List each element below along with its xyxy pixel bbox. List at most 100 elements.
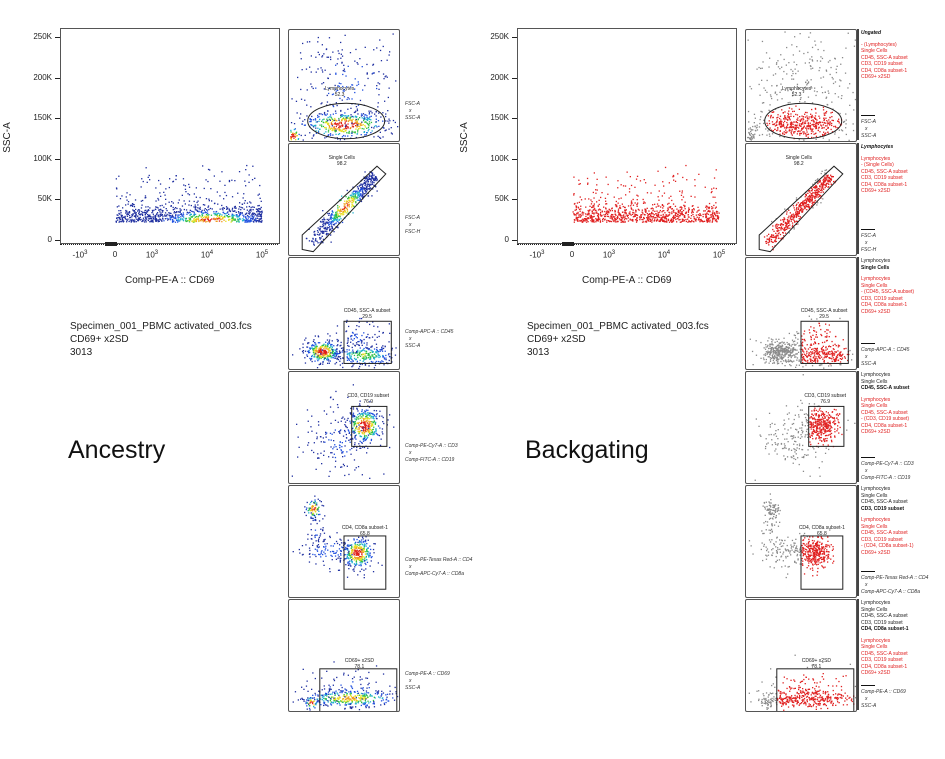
gate-plot-4[interactable]: CD3, CD19 subset 76.9 (288, 371, 400, 484)
event-dot (321, 504, 323, 507)
event-dot (326, 56, 328, 58)
event-dot (366, 178, 368, 180)
event-dot (333, 219, 335, 222)
event-dot (355, 562, 358, 565)
event-dot (365, 551, 367, 553)
event-dot (208, 221, 211, 223)
event-dot (372, 699, 375, 702)
gate-plot-3[interactable]: CD45, SSC-A subset 29.5 (288, 257, 400, 370)
event-dot (348, 563, 351, 565)
event-dot (331, 350, 334, 352)
event-dot (363, 119, 365, 122)
event-dot (147, 176, 149, 178)
event-dot (367, 333, 369, 336)
event-dot (351, 686, 353, 688)
event-dot (326, 226, 328, 228)
event-dot (338, 689, 340, 691)
event-dot (600, 196, 602, 199)
event-dot (621, 203, 623, 205)
event-dot (315, 704, 317, 706)
event-dot (249, 221, 251, 223)
event-dot (371, 355, 373, 357)
event-dot (228, 180, 231, 183)
event-dot (323, 353, 325, 355)
event-dot (711, 206, 713, 208)
event-dot (312, 702, 314, 704)
event-dot (357, 669, 359, 671)
event-dot (207, 168, 210, 171)
event-dot (135, 208, 137, 211)
event-dot (360, 425, 362, 428)
event-dot (363, 128, 365, 130)
event-dot (715, 211, 717, 213)
event-dot (182, 215, 184, 218)
gate-name: CD3, CD19 subset (347, 393, 390, 400)
event-dot (363, 438, 365, 441)
event-dot (671, 212, 673, 215)
event-dot (339, 360, 341, 362)
gate-plot-6[interactable]: CD69+ x2SD 78.1 (288, 599, 400, 712)
event-dot (133, 204, 135, 206)
event-dot (175, 217, 177, 219)
event-dot (180, 218, 182, 220)
event-dot (353, 190, 355, 192)
event-dot (213, 202, 216, 205)
event-dot (588, 217, 590, 220)
event-dot (341, 99, 343, 101)
event-dot (164, 194, 166, 196)
event-dot (259, 184, 261, 187)
event-dot (145, 221, 147, 223)
event-dot (388, 341, 390, 343)
event-dot (375, 429, 377, 431)
event-dot (147, 206, 149, 208)
event-dot (382, 356, 384, 358)
event-dot (334, 350, 336, 352)
event-dot (384, 350, 386, 352)
event-dot (359, 347, 361, 349)
event-dot (328, 690, 331, 692)
event-dot (318, 553, 320, 556)
event-dot (238, 212, 240, 214)
event-dot (359, 550, 361, 552)
gate-plot-2[interactable]: Single Cells 98.2 (288, 143, 400, 256)
event-dot (355, 541, 357, 543)
event-dot (651, 212, 653, 214)
gate-plot-1[interactable]: Lymphocytes 52.3 (288, 29, 400, 142)
event-dot (217, 203, 219, 205)
event-dot (343, 209, 345, 211)
event-dot (363, 118, 365, 120)
event-dot (321, 125, 323, 128)
event-dot (663, 210, 665, 212)
event-dot (326, 357, 329, 359)
event-dot (583, 212, 585, 214)
event-dot (347, 65, 349, 67)
event-dot (601, 211, 604, 213)
event-dot (371, 177, 374, 179)
event-dot (316, 347, 318, 350)
event-dot (367, 551, 370, 553)
event-dot (362, 538, 364, 540)
event-dot (630, 208, 633, 210)
event-dot (667, 208, 669, 210)
event-dot (302, 698, 304, 700)
event-dot (614, 216, 616, 218)
gate-plot-5[interactable]: CD4, CD8a subset-1 65.8 (288, 485, 400, 598)
event-dot (355, 467, 357, 469)
event-dot (313, 241, 315, 243)
event-dot (377, 353, 379, 355)
event-dot (355, 342, 358, 344)
event-dot (375, 430, 377, 432)
event-dot (355, 191, 357, 193)
event-dot (180, 216, 182, 218)
event-dot (597, 217, 599, 219)
event-dot (326, 104, 328, 106)
event-dot (316, 233, 319, 236)
event-dot (350, 552, 352, 555)
event-dot (355, 560, 357, 562)
event-dot (372, 178, 374, 180)
event-dot (323, 132, 325, 135)
event-dot (310, 426, 312, 428)
event-dot (153, 209, 155, 211)
event-dot (357, 353, 359, 356)
event-dot (146, 211, 148, 213)
